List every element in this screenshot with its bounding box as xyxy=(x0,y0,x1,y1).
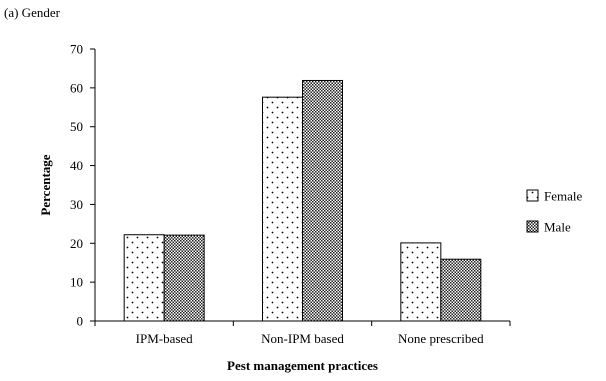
x-category-label: Non-IPM based xyxy=(261,331,344,346)
legend: Female Male xyxy=(526,189,582,235)
y-axis-title: Percentage xyxy=(38,154,53,215)
x-category-label: None prescribed xyxy=(398,331,484,346)
y-tick-label: 60 xyxy=(70,80,83,95)
plot-area: 0 10 20 30 40 50 60 70 IPM-based Non-IPM based Non… xyxy=(70,42,511,346)
legend-label-female: Female xyxy=(544,189,582,204)
x-axis-title: Pest management practices xyxy=(227,358,378,373)
bar-female xyxy=(262,96,303,322)
legend-label-male: Male xyxy=(544,220,571,235)
bar-male xyxy=(163,234,205,322)
y-tick-label: 20 xyxy=(70,236,83,251)
legend-swatch-female xyxy=(526,189,539,202)
y-tick-label: 0 xyxy=(77,314,84,329)
bar-female xyxy=(123,234,165,322)
bar-female xyxy=(400,242,442,322)
bar-male xyxy=(302,79,343,322)
y-tick-label: 70 xyxy=(70,42,83,57)
legend-swatch-male xyxy=(526,220,539,233)
y-tick-label: 50 xyxy=(70,119,83,134)
y-tick-label: 40 xyxy=(70,158,83,173)
bar-male xyxy=(440,258,482,322)
y-tick-label: 10 xyxy=(70,275,83,290)
y-tick-label: 30 xyxy=(70,197,83,212)
panel-label: (a) Gender xyxy=(4,5,61,20)
x-category-label: IPM-based xyxy=(136,331,194,346)
